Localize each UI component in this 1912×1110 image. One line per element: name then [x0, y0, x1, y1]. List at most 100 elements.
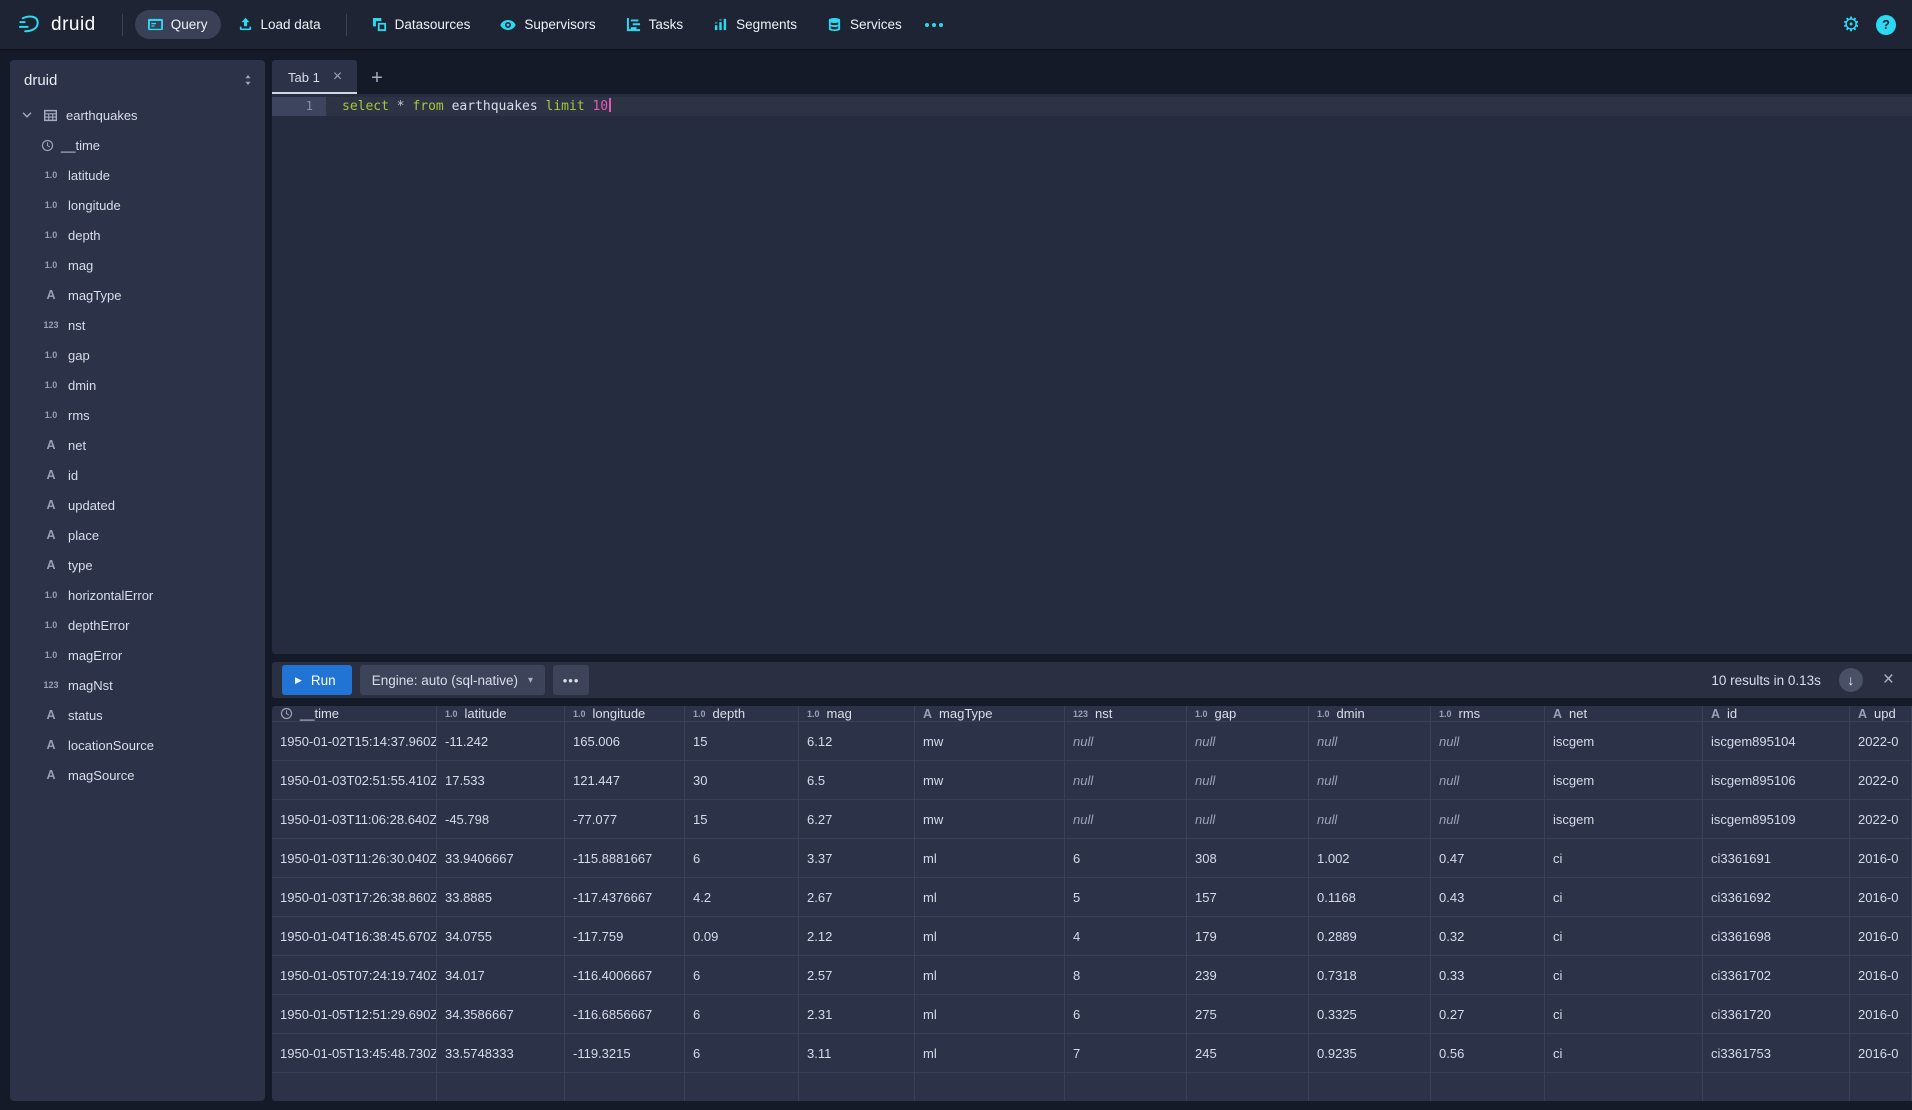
table-cell[interactable]: 6: [1065, 839, 1187, 877]
table-cell[interactable]: null: [1431, 722, 1545, 760]
results-header-longitude[interactable]: 1.0longitude: [565, 706, 685, 721]
close-results-icon[interactable]: ×: [1879, 669, 1898, 691]
table-cell[interactable]: ml: [915, 1034, 1065, 1072]
table-cell[interactable]: null: [1065, 761, 1187, 799]
table-cell[interactable]: 1950-01-05T12:51:29.690Z: [272, 995, 437, 1033]
table-cell[interactable]: 2016-0: [1850, 839, 1912, 877]
tree-column-dmin[interactable]: 1.0dmin: [10, 370, 265, 400]
table-cell[interactable]: 2.12: [799, 917, 915, 955]
nav-item-query[interactable]: Query: [135, 10, 221, 39]
tree-column-type[interactable]: Atype: [10, 550, 265, 580]
results-header-time[interactable]: __time: [272, 706, 437, 721]
table-cell[interactable]: [1309, 1073, 1431, 1101]
tree-column-time[interactable]: __time: [10, 130, 265, 160]
engine-select[interactable]: Engine: auto (sql-native) ▾: [360, 665, 545, 695]
table-cell[interactable]: ci: [1545, 1034, 1703, 1072]
table-cell[interactable]: 3.11: [799, 1034, 915, 1072]
table-cell[interactable]: 157: [1187, 878, 1309, 916]
table-cell[interactable]: 3.37: [799, 839, 915, 877]
table-cell[interactable]: ci3361702: [1703, 956, 1850, 994]
table-cell[interactable]: iscgem895106: [1703, 761, 1850, 799]
table-cell[interactable]: 15: [685, 722, 799, 760]
table-cell[interactable]: ci3361753: [1703, 1034, 1850, 1072]
results-header-magType[interactable]: AmagType: [915, 706, 1065, 721]
table-cell[interactable]: ci3361692: [1703, 878, 1850, 916]
table-cell[interactable]: 308: [1187, 839, 1309, 877]
table-cell[interactable]: 34.3586667: [437, 995, 565, 1033]
table-cell[interactable]: [1431, 1073, 1545, 1101]
table-cell[interactable]: iscgem: [1545, 761, 1703, 799]
tree-column-locationSource[interactable]: AlocationSource: [10, 730, 265, 760]
table-cell[interactable]: 30: [685, 761, 799, 799]
table-cell[interactable]: 2016-0: [1850, 995, 1912, 1033]
table-cell[interactable]: ci3361691: [1703, 839, 1850, 877]
table-cell[interactable]: 0.09: [685, 917, 799, 955]
table-cell[interactable]: 2.31: [799, 995, 915, 1033]
chevron-down-icon[interactable]: [20, 108, 34, 122]
table-cell[interactable]: [437, 1073, 565, 1101]
table-cell[interactable]: 17.533: [437, 761, 565, 799]
results-header-gap[interactable]: 1.0gap: [1187, 706, 1309, 721]
table-cell[interactable]: 1950-01-05T07:24:19.740Z: [272, 956, 437, 994]
table-cell[interactable]: 34.017: [437, 956, 565, 994]
tree-column-magSource[interactable]: AmagSource: [10, 760, 265, 790]
tree-column-id[interactable]: Aid: [10, 460, 265, 490]
table-cell[interactable]: ml: [915, 839, 1065, 877]
results-header-latitude[interactable]: 1.0latitude: [437, 706, 565, 721]
results-header-dmin[interactable]: 1.0dmin: [1309, 706, 1431, 721]
table-cell[interactable]: -116.6856667: [565, 995, 685, 1033]
table-cell[interactable]: -117.759: [565, 917, 685, 955]
table-cell[interactable]: 0.2889: [1309, 917, 1431, 955]
nav-item-supervisors[interactable]: Supervisors: [487, 10, 608, 40]
tree-column-magType[interactable]: AmagType: [10, 280, 265, 310]
table-cell[interactable]: 1.002: [1309, 839, 1431, 877]
table-cell[interactable]: 1950-01-03T02:51:55.410Z: [272, 761, 437, 799]
table-cell[interactable]: null: [1431, 761, 1545, 799]
settings-gear-icon[interactable]: ⚙: [1842, 15, 1860, 35]
results-header-id[interactable]: Aid: [1703, 706, 1850, 721]
tab-tab1[interactable]: Tab 1 ×: [272, 60, 357, 94]
table-cell[interactable]: 2022-0: [1850, 722, 1912, 760]
table-cell[interactable]: 239: [1187, 956, 1309, 994]
table-cell[interactable]: mw: [915, 722, 1065, 760]
table-cell[interactable]: ci: [1545, 917, 1703, 955]
nav-item-load-data[interactable]: Load data: [225, 10, 334, 39]
tree-column-magError[interactable]: 1.0magError: [10, 640, 265, 670]
table-cell[interactable]: 245: [1187, 1034, 1309, 1072]
table-cell[interactable]: ci: [1545, 995, 1703, 1033]
table-cell[interactable]: 33.5748333: [437, 1034, 565, 1072]
table-cell[interactable]: 2.67: [799, 878, 915, 916]
tree-table-earthquakes[interactable]: earthquakes: [10, 100, 265, 130]
results-header-mag[interactable]: 1.0mag: [799, 706, 915, 721]
table-cell[interactable]: null: [1431, 800, 1545, 838]
table-cell[interactable]: 2016-0: [1850, 956, 1912, 994]
tree-column-gap[interactable]: 1.0gap: [10, 340, 265, 370]
table-cell[interactable]: ml: [915, 878, 1065, 916]
table-cell[interactable]: 2022-0: [1850, 800, 1912, 838]
table-cell[interactable]: null: [1065, 800, 1187, 838]
table-cell[interactable]: -115.8881667: [565, 839, 685, 877]
table-cell[interactable]: 0.9235: [1309, 1034, 1431, 1072]
table-cell[interactable]: iscgem895109: [1703, 800, 1850, 838]
table-cell[interactable]: 0.1168: [1309, 878, 1431, 916]
table-cell[interactable]: 0.32: [1431, 917, 1545, 955]
nav-item-services[interactable]: Services: [814, 10, 915, 39]
table-cell[interactable]: 6: [685, 839, 799, 877]
table-cell[interactable]: [1545, 1073, 1703, 1101]
table-cell[interactable]: 0.3325: [1309, 995, 1431, 1033]
brand[interactable]: druid: [16, 11, 96, 38]
table-cell[interactable]: 6.5: [799, 761, 915, 799]
table-cell[interactable]: -117.4376667: [565, 878, 685, 916]
table-cell[interactable]: [1187, 1073, 1309, 1101]
table-cell[interactable]: 6: [685, 995, 799, 1033]
table-cell[interactable]: -77.077: [565, 800, 685, 838]
table-cell[interactable]: 1950-01-04T16:38:45.670Z: [272, 917, 437, 955]
table-cell[interactable]: 5: [1065, 878, 1187, 916]
table-cell[interactable]: 1950-01-03T11:26:30.040Z: [272, 839, 437, 877]
table-cell[interactable]: iscgem: [1545, 800, 1703, 838]
table-cell[interactable]: iscgem: [1545, 722, 1703, 760]
table-cell[interactable]: 33.9406667: [437, 839, 565, 877]
tree-column-magNst[interactable]: 123magNst: [10, 670, 265, 700]
table-cell[interactable]: 2016-0: [1850, 878, 1912, 916]
table-cell[interactable]: null: [1065, 722, 1187, 760]
